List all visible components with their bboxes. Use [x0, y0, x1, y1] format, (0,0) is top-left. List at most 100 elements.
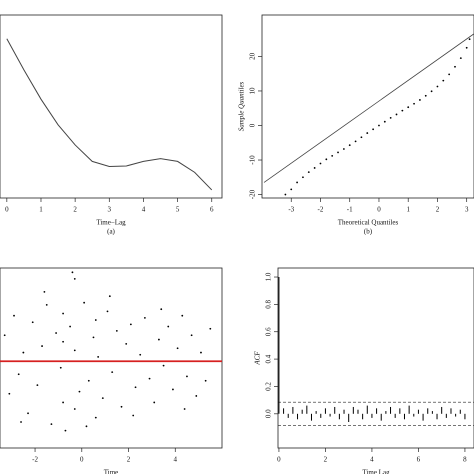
point	[73, 349, 76, 352]
x-tick-label: 6	[210, 206, 214, 214]
point	[73, 277, 76, 280]
point	[442, 79, 445, 82]
point	[139, 353, 142, 356]
point	[120, 405, 123, 408]
point	[424, 94, 427, 97]
point	[97, 356, 100, 358]
point	[284, 193, 287, 196]
point	[92, 336, 95, 339]
x-tick-label: 1	[406, 206, 410, 214]
x-tick-label: 1	[39, 206, 43, 214]
point	[108, 295, 111, 298]
y-tick-label: 0.6	[265, 327, 273, 336]
point	[348, 144, 351, 147]
point	[62, 340, 64, 343]
point	[204, 379, 207, 382]
point	[83, 301, 86, 304]
point	[430, 90, 433, 93]
point	[454, 65, 456, 68]
x-tick-label: 8	[463, 456, 467, 464]
reference-line	[263, 33, 474, 183]
y-tick-label: -20	[249, 189, 257, 199]
point	[158, 338, 160, 341]
point	[55, 332, 57, 334]
y-tick-label: 10	[249, 87, 257, 95]
point	[436, 85, 439, 88]
point	[78, 390, 81, 393]
point	[183, 408, 186, 410]
point	[307, 171, 310, 174]
point	[331, 154, 334, 157]
x-tick-label: 4	[174, 456, 178, 464]
point	[59, 366, 62, 369]
point	[459, 57, 462, 60]
point	[313, 167, 316, 169]
point	[106, 310, 109, 313]
point	[354, 140, 357, 143]
point	[3, 334, 6, 337]
point	[132, 414, 135, 417]
point	[383, 120, 386, 123]
point	[360, 136, 363, 139]
point	[407, 106, 410, 109]
point	[13, 314, 15, 317]
point	[419, 99, 421, 101]
point	[366, 132, 369, 134]
point	[45, 303, 48, 306]
point	[302, 176, 304, 179]
point	[125, 343, 128, 345]
point	[41, 345, 43, 347]
point	[94, 416, 97, 419]
x-axis-label: Time Lag	[362, 469, 390, 474]
plot-frame	[277, 267, 474, 449]
point	[62, 312, 64, 315]
y-tick-label: 0.8	[265, 300, 273, 309]
point	[162, 364, 165, 367]
point	[200, 351, 202, 354]
point	[372, 128, 375, 131]
point	[190, 334, 193, 337]
point	[395, 113, 398, 116]
point	[290, 188, 293, 191]
point	[27, 412, 29, 415]
point	[325, 158, 328, 161]
x-tick-label: -3	[288, 206, 294, 214]
point	[448, 73, 451, 76]
x-tick-label: 2	[73, 206, 77, 214]
y-tick-label: 0.0	[265, 409, 273, 418]
point	[143, 316, 146, 319]
point	[153, 401, 156, 404]
x-tick-label: 0	[377, 206, 381, 214]
point	[129, 323, 132, 326]
point	[64, 429, 67, 432]
x-tick-label: 0	[277, 456, 281, 464]
y-tick-label: 1.0	[265, 272, 273, 281]
point	[172, 388, 174, 391]
x-axis-label: Time	[104, 469, 119, 474]
point	[148, 377, 151, 380]
point	[43, 290, 46, 293]
point	[319, 162, 322, 165]
point	[337, 151, 339, 154]
x-tick-label: 5	[176, 206, 180, 214]
point	[176, 347, 179, 350]
point	[401, 109, 404, 112]
x-tick-label: 2	[436, 206, 440, 214]
point	[62, 401, 64, 404]
point	[186, 375, 188, 378]
y-tick-label: -10	[249, 155, 257, 165]
x-axis-label: Time−Lag	[96, 219, 126, 227]
x-tick-label: -2	[32, 456, 38, 464]
point	[160, 308, 163, 311]
point	[342, 148, 345, 150]
point	[209, 327, 212, 330]
point	[296, 181, 298, 184]
y-axis-label: Sample Quantiles	[238, 81, 246, 131]
caption: (a)	[107, 228, 115, 236]
x-tick-label: 0	[80, 456, 84, 464]
x-tick-label: 4	[370, 456, 374, 464]
y-tick-label: 0.4	[265, 354, 273, 363]
y-tick-label: 0.2	[265, 382, 273, 391]
point	[468, 38, 471, 41]
point	[69, 325, 72, 328]
